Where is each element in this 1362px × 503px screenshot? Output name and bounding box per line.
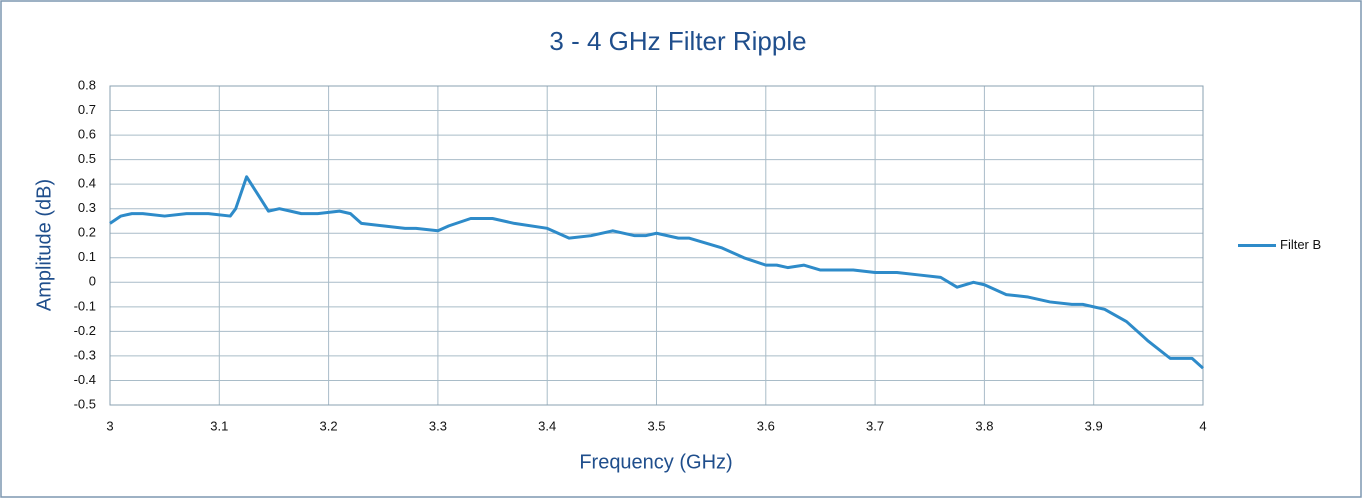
y-tick-label: -0.1 (74, 298, 96, 313)
chart-title: 3 - 4 GHz Filter Ripple (549, 26, 806, 56)
y-tick-label: 0.2 (78, 225, 96, 240)
y-tick-label: 0.5 (78, 151, 96, 166)
x-tick-label: 4 (1199, 418, 1206, 433)
y-tick-label: -0.3 (74, 347, 96, 362)
x-tick-label: 3.9 (1085, 418, 1103, 433)
y-tick-label: 0.1 (78, 249, 96, 264)
data-line (109, 175, 1205, 370)
y-tick-label: 0.7 (78, 102, 96, 117)
x-tick-label: 3.2 (320, 418, 338, 433)
x-tick-label: 3.3 (429, 418, 447, 433)
y-tick-label: 0.4 (78, 176, 96, 191)
y-tick-label: 0 (89, 274, 96, 289)
y-axis-label: Amplitude (dB) (33, 179, 55, 311)
y-tick-label: -0.2 (74, 323, 96, 338)
y-tick-label: -0.4 (74, 372, 96, 387)
plot-frame (109, 85, 1204, 406)
x-tick-label: 3.8 (975, 418, 993, 433)
y-tick-label: 0.8 (78, 77, 96, 92)
x-tick-label: 3.4 (538, 418, 556, 433)
x-tick-label: 3 (106, 418, 113, 433)
x-tick-label: 3.6 (757, 418, 775, 433)
y-tick-label: 0.6 (78, 127, 96, 142)
x-tick-label: 3.7 (866, 418, 884, 433)
x-tick-label: 3.1 (210, 418, 228, 433)
y-tick-label: 0.3 (78, 200, 96, 215)
x-tick-label: 3.5 (647, 418, 665, 433)
legend-label: Filter B (1280, 237, 1321, 252)
y-tick-label: -0.5 (74, 396, 96, 411)
x-axis-label: Frequency (GHz) (579, 451, 732, 473)
